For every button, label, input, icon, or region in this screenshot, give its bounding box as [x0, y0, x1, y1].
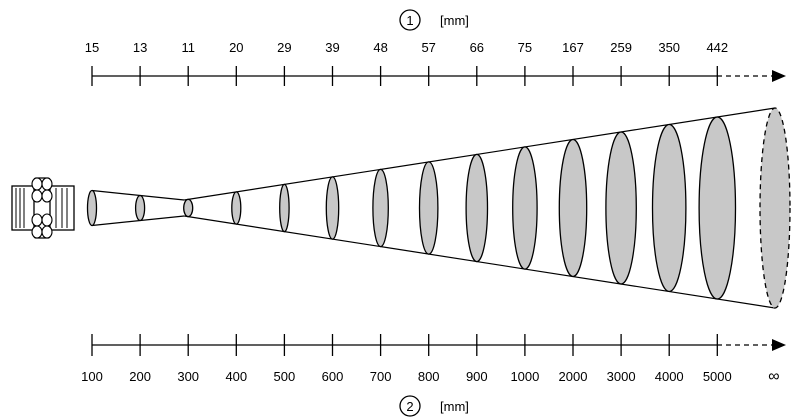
bottom-tick-label: 900: [466, 369, 488, 384]
beam-spot: [231, 191, 242, 225]
beam-spot: [325, 176, 340, 240]
bottom-tick-label: 800: [418, 369, 440, 384]
top-tick-label: 442: [706, 40, 728, 55]
beam-spot: [418, 161, 439, 255]
beam-edge-top-far: [184, 107, 776, 201]
top-tick-label: 13: [133, 40, 147, 55]
bottom-scale-ticks: 100 200 300 400 500 600 700 800 900 1000 2000 3000 4…: [81, 334, 732, 384]
beam-spot: [698, 116, 737, 300]
top-marker-number: 1: [406, 13, 413, 28]
bottom-marker-circle: [399, 395, 421, 417]
sensor-icon: [11, 177, 75, 239]
beam-spots: [86, 107, 791, 309]
bottom-marker-number: 2: [406, 399, 413, 414]
top-unit-label: [mm]: [440, 13, 469, 28]
beam-spot: [605, 131, 637, 285]
beam-spot: [465, 153, 489, 263]
beam-spot: [86, 189, 98, 227]
bottom-scale-arrow-icon: [772, 339, 786, 351]
top-tick-label: 29: [277, 40, 291, 55]
bottom-tick-label: 5000: [703, 369, 732, 384]
top-scale-ticks: 15 13 11 20 29 39 48 57 66 75 167 259 350 442: [85, 40, 728, 86]
top-tick-label: 15: [85, 40, 99, 55]
beam-spot: [183, 198, 194, 218]
top-marker-circle: [399, 9, 421, 31]
bottom-tick-label: 600: [322, 369, 344, 384]
bottom-unit-label: [mm]: [440, 399, 469, 414]
bottom-tick-label: 1000: [510, 369, 539, 384]
bottom-tick-label: 100: [81, 369, 103, 384]
beam-spot: [558, 138, 588, 278]
beam-spot: [279, 183, 290, 233]
beam-outline: [91, 107, 776, 309]
top-tick-label: 66: [470, 40, 484, 55]
bottom-tick-label: 2000: [559, 369, 588, 384]
beam-spot: [512, 146, 538, 270]
beam-edge-bottom-near: [91, 215, 185, 227]
top-tick-label: 57: [421, 40, 435, 55]
top-tick-label: 350: [658, 40, 680, 55]
top-tick-label: 39: [325, 40, 339, 55]
beam-spot: [651, 123, 687, 293]
bottom-tick-label: 200: [129, 369, 151, 384]
top-tick-label: 75: [518, 40, 532, 55]
top-tick-label: 48: [373, 40, 387, 55]
bottom-tick-label: 700: [370, 369, 392, 384]
top-scale-arrow-icon: [772, 70, 786, 82]
beam-spot-infinity: [759, 107, 791, 309]
bottom-tick-label: 300: [177, 369, 199, 384]
beam-edge-bottom-far: [184, 215, 776, 309]
beam-spot: [372, 168, 389, 248]
top-tick-label: 11: [181, 40, 195, 55]
bottom-tick-label: 500: [274, 369, 296, 384]
bottom-tick-label: 3000: [607, 369, 636, 384]
top-tick-label: 167: [562, 40, 584, 55]
infinity-label: ∞: [768, 368, 779, 385]
beam-edge-top-near: [91, 189, 185, 201]
beam-spot: [134, 194, 146, 222]
bottom-tick-label: 4000: [655, 369, 684, 384]
bottom-tick-label: 400: [225, 369, 247, 384]
top-tick-label: 20: [229, 40, 243, 55]
top-tick-label: 259: [610, 40, 632, 55]
